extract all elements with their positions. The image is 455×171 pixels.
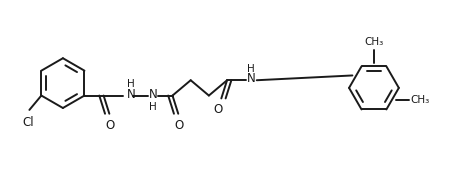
Text: O: O bbox=[174, 119, 183, 131]
Text: CH₃: CH₃ bbox=[364, 37, 383, 47]
Text: H: H bbox=[247, 64, 254, 74]
Text: Cl: Cl bbox=[22, 116, 34, 129]
Text: H: H bbox=[148, 102, 156, 112]
Text: N: N bbox=[148, 88, 157, 101]
Text: O: O bbox=[213, 103, 222, 116]
Text: N: N bbox=[126, 88, 135, 101]
Text: N: N bbox=[247, 72, 255, 85]
Text: O: O bbox=[106, 119, 115, 131]
Text: CH₃: CH₃ bbox=[410, 95, 429, 105]
Text: H: H bbox=[126, 79, 134, 89]
